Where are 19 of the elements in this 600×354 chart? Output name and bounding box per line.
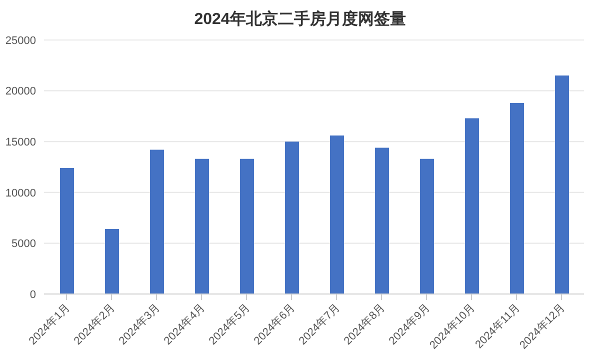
y-tick-label: 20000 — [5, 86, 36, 98]
y-tick-label: 5000 — [12, 238, 36, 250]
bar — [150, 150, 164, 294]
bar — [330, 136, 344, 294]
bar — [465, 118, 479, 294]
bar — [60, 168, 74, 294]
y-tick-label: 25000 — [5, 34, 36, 47]
bar — [375, 148, 389, 294]
y-tick-label: 10000 — [5, 187, 36, 200]
bar — [240, 158, 254, 294]
chart-title: 2024年北京二手房月度网签量 — [193, 9, 407, 30]
bar — [105, 228, 119, 294]
bar — [285, 142, 299, 294]
y-tick-label: 15000 — [5, 136, 36, 149]
bar — [420, 158, 434, 294]
bar — [555, 76, 569, 294]
bar — [195, 158, 209, 294]
bar — [510, 102, 524, 294]
y-tick-label: 0 — [30, 288, 36, 301]
